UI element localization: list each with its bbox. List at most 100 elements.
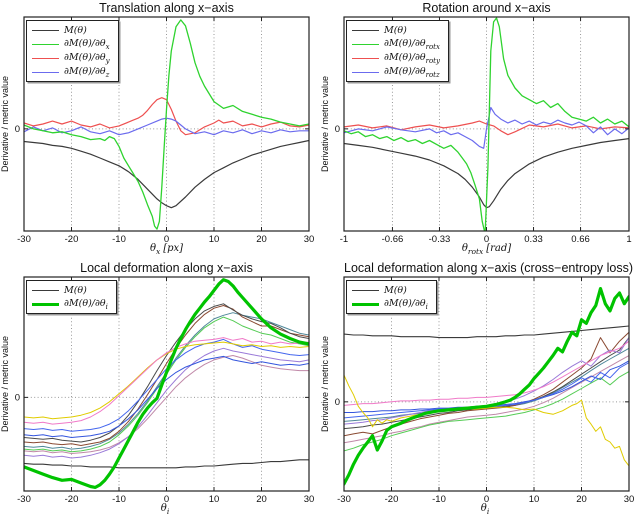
series-dM-dtheta-z xyxy=(24,117,309,136)
tick-labels: -30 -20 -10 0 10 20 30 0 xyxy=(15,392,315,505)
series-group xyxy=(24,19,309,230)
axes-box xyxy=(23,276,310,492)
axes-box xyxy=(23,16,310,232)
series-dM-dtheta-x xyxy=(24,19,309,230)
legend-line-swatch xyxy=(352,289,379,291)
x-tick-label: -30 xyxy=(17,494,31,505)
chart-rotation-x: -1 -0.66 -0.33 0 0.33 0.66 1 0 Rotation around … xyxy=(320,0,640,260)
legend-line-swatch xyxy=(32,289,59,291)
x-tick-label: -30 xyxy=(17,234,31,245)
x-tick-label: -20 xyxy=(65,234,79,245)
y-tick-label-zero: 0 xyxy=(15,392,20,403)
legend-label: ∂M(θ)/∂θy xyxy=(64,51,110,65)
x-tick-label: 30 xyxy=(304,494,315,505)
x-tick-label: -0.33 xyxy=(429,234,451,245)
y-axis-label: Derivative / metric value xyxy=(0,75,10,173)
chart-title: Local deformation along x−axis xyxy=(80,261,253,275)
legend-line-swatch xyxy=(32,302,59,306)
x-axis-subscript: x xyxy=(155,247,161,256)
series-deriv-violet xyxy=(24,347,309,459)
chart-local-deformation: -30 -20 -10 0 10 20 30 0 Local deformation alon… xyxy=(0,260,320,520)
y-tick-label-zero: 0 xyxy=(335,397,340,408)
legend-item: ∂M(θ)/∂θroty xyxy=(352,51,440,65)
tick-labels: -30 -20 -10 0 10 20 30 0 xyxy=(335,397,635,505)
legend-item: ∂M(θ)/∂θi xyxy=(32,297,108,311)
x-tick-label: -10 xyxy=(432,494,446,505)
series-deriv-blue2 xyxy=(24,355,309,438)
x-tick-label: 30 xyxy=(304,234,315,245)
legend-item: ∂M(θ)/∂θz xyxy=(32,65,110,79)
y-tick-label-zero: 0 xyxy=(15,124,20,135)
x-axis-unit: [px] xyxy=(163,243,184,254)
y-axis-label: Derivative / metric value xyxy=(0,335,10,433)
legend-label: ∂M(θ)/∂θi xyxy=(64,297,108,311)
x-tick-label: -20 xyxy=(65,494,79,505)
legend-label: M(θ) xyxy=(64,24,87,36)
x-tick-label: 0 xyxy=(484,234,489,245)
legend-line-swatch xyxy=(352,71,379,73)
legend: M(θ) ∂M(θ)/∂θx ∂M(θ)/∂θy ∂M(θ)/∂θz xyxy=(26,20,119,82)
legend-label: ∂M(θ)/∂θi xyxy=(384,297,428,311)
series-M-theta xyxy=(344,325,629,339)
series-M-theta xyxy=(24,459,309,469)
legend-line-swatch xyxy=(352,29,379,31)
legend: M(θ) ∂M(θ)/∂θi xyxy=(346,280,437,314)
x-tick-label: 0 xyxy=(164,494,169,505)
x-axis-symbol: θ xyxy=(149,243,156,254)
x-tick-label: 1 xyxy=(626,234,631,245)
x-tick-label: 10 xyxy=(529,494,540,505)
tick-labels: -1 -0.66 -0.33 0 0.33 0.66 1 0 xyxy=(335,124,632,245)
series-deriv-pink xyxy=(344,340,629,406)
chart-translation-x: -30 -20 -10 0 10 20 30 0 Translation along x−ax… xyxy=(0,0,320,260)
chart-title: Translation along x−axis xyxy=(99,1,234,15)
plot-area: -30 -20 -10 0 10 20 30 0 xyxy=(15,16,315,245)
legend-item: M(θ) xyxy=(352,283,428,297)
legend-label: ∂M(θ)/∂θrotz xyxy=(384,65,440,79)
legend-item: ∂M(θ)/∂θy xyxy=(32,51,110,65)
x-tick-label: 0.66 xyxy=(571,234,590,245)
x-tick-label: 30 xyxy=(624,494,635,505)
legend-label: ∂M(θ)/∂θrotx xyxy=(384,37,440,51)
x-axis-label: θi xyxy=(24,503,309,516)
legend-line-swatch xyxy=(352,302,379,306)
chart-title: Local deformation along x−axis (cross−en… xyxy=(344,261,634,275)
legend-label: M(θ) xyxy=(64,284,87,296)
series-deriv-yellow xyxy=(24,341,309,420)
x-axis-symbol: θ xyxy=(160,503,167,514)
legend-item: ∂M(θ)/∂θx xyxy=(32,37,110,51)
x-tick-label: 0 xyxy=(484,494,489,505)
x-tick-label: -10 xyxy=(112,234,126,245)
x-tick-label: 0.33 xyxy=(524,234,543,245)
x-tick-label: 20 xyxy=(256,234,267,245)
legend-label: ∂M(θ)/∂θz xyxy=(64,65,110,79)
legend-label: ∂M(θ)/∂θroty xyxy=(384,51,440,65)
series-group xyxy=(344,287,629,486)
y-axis-label: Derivative / metric value xyxy=(320,335,330,433)
legend-line-swatch xyxy=(352,57,379,59)
axes-box xyxy=(343,16,630,232)
plot-area: -30 -20 -10 0 10 20 30 0 xyxy=(15,276,315,505)
axes-box xyxy=(343,276,630,492)
legend-line-swatch xyxy=(32,71,59,73)
chart-local-deformation-cross-entropy: -30 -20 -10 0 10 20 30 0 Local deformation alon… xyxy=(320,260,640,520)
series-group xyxy=(24,278,309,489)
series-M-theta xyxy=(24,139,309,209)
series-group xyxy=(344,17,629,231)
x-axis-unit: [rad] xyxy=(486,243,512,254)
series-deriv-brown xyxy=(24,305,309,446)
x-axis-label: θx [px] xyxy=(24,243,309,256)
legend-item: M(θ) xyxy=(32,23,110,37)
legend-item: ∂M(θ)/∂θi xyxy=(352,297,428,311)
legend-item: M(θ) xyxy=(32,283,108,297)
series-dM-dtheta-i xyxy=(24,278,309,489)
x-axis-label: θi xyxy=(344,503,629,516)
x-tick-label: 10 xyxy=(209,494,220,505)
x-axis-symbol: θ xyxy=(480,503,487,514)
series-deriv-charcoal xyxy=(24,303,309,443)
legend: M(θ) ∂M(θ)/∂θi xyxy=(26,280,117,314)
tick-labels: -30 -20 -10 0 10 20 30 0 xyxy=(15,124,315,245)
legend-line-swatch xyxy=(352,43,379,45)
series-dM-dtheta-rotz xyxy=(344,106,629,149)
legend-item: ∂M(θ)/∂θrotx xyxy=(352,37,440,51)
